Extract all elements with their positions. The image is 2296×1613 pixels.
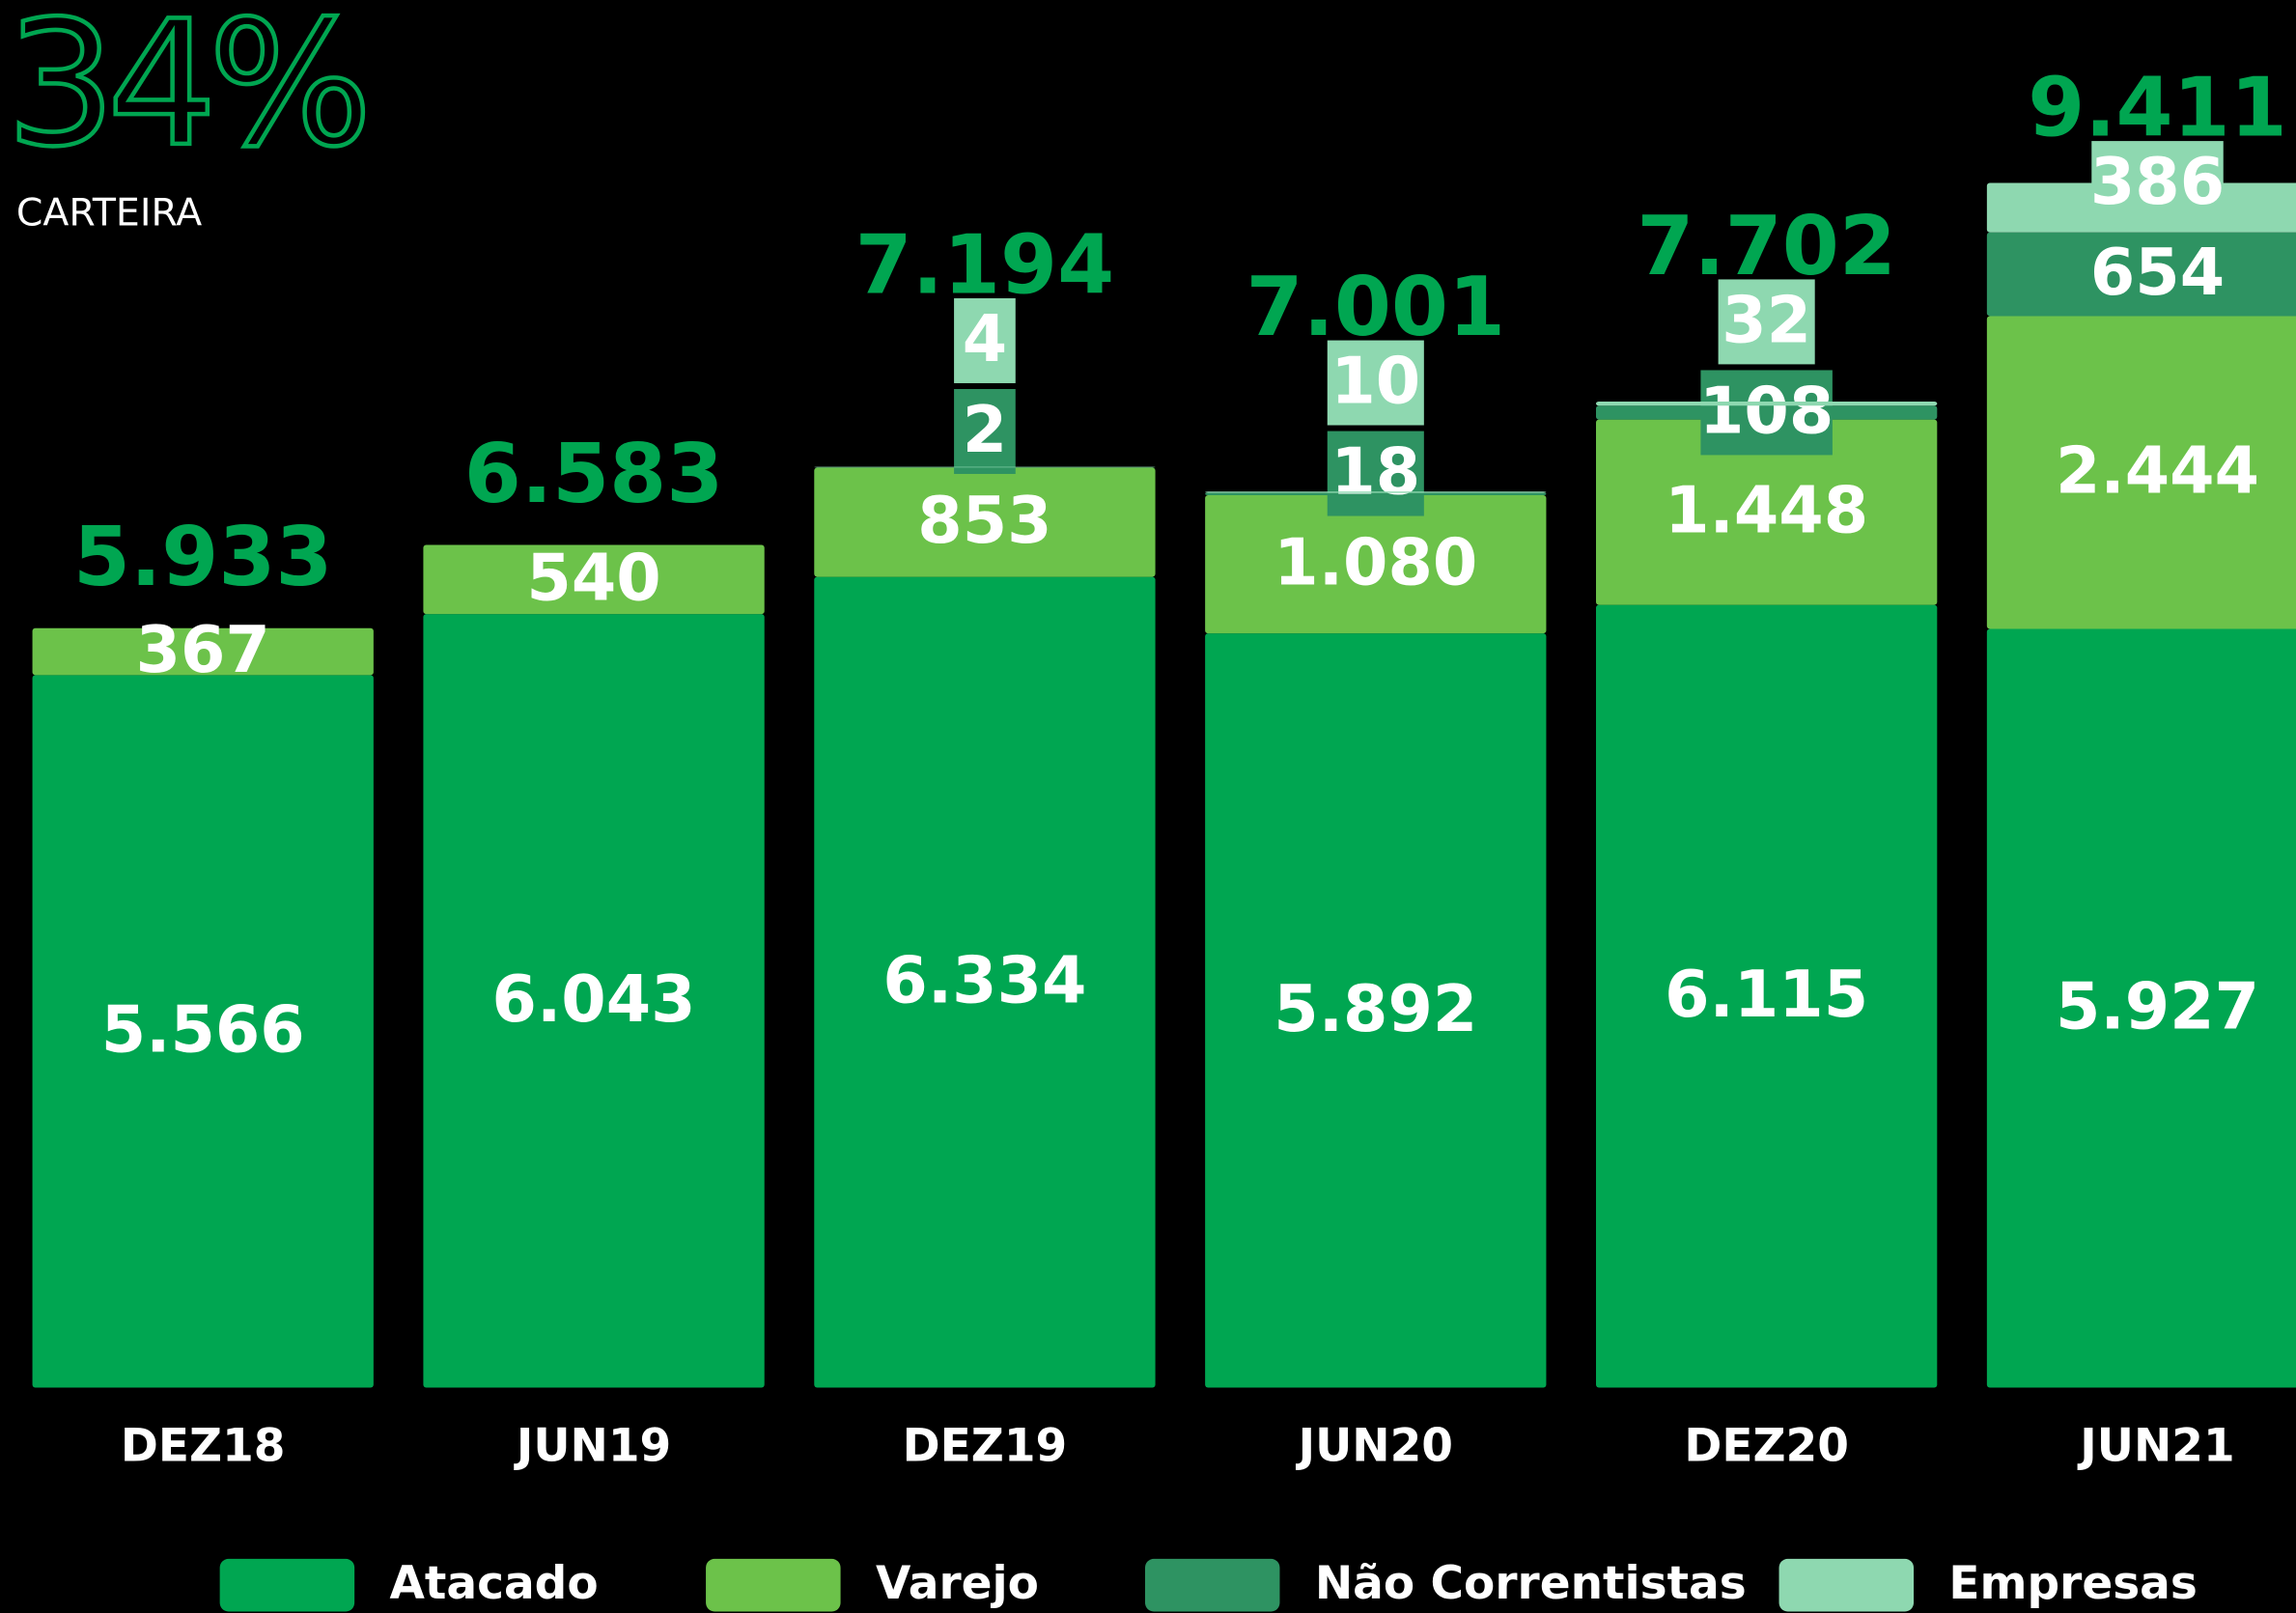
bar-segment	[423, 614, 765, 1388]
label-box	[1718, 279, 1815, 365]
bar-segment	[1986, 316, 2296, 629]
legend-label: Atacado	[390, 1557, 599, 1610]
legend-label: Varejo	[876, 1557, 1039, 1610]
value-label: 5.892	[1274, 971, 1477, 1046]
x-tick-label: JUN19	[514, 1420, 671, 1473]
value-label: 6.115	[1665, 957, 1868, 1032]
bar-segment	[1595, 604, 1938, 1388]
bar-segment	[1986, 628, 2296, 1388]
bar-segment	[1205, 491, 1547, 493]
bar-segment	[814, 466, 1156, 468]
value-label: 540	[526, 540, 660, 615]
value-label: 10	[1330, 344, 1420, 419]
bar-segment	[1595, 419, 1938, 605]
value-label: 367	[136, 612, 270, 687]
value-label: 18	[1330, 434, 1420, 510]
total-label: 7.001	[1246, 260, 1506, 355]
bar-segment	[423, 544, 765, 615]
legend-swatch	[1144, 1558, 1280, 1612]
legend-label: Empresas	[1948, 1557, 2197, 1610]
value-label: 2	[963, 392, 1007, 467]
x-tick-label: JUN20	[1296, 1420, 1453, 1473]
label-box	[954, 298, 1016, 383]
value-label: 4	[963, 301, 1007, 376]
label-box	[1327, 431, 1424, 516]
bar-segment	[814, 467, 1156, 577]
legend-label: Não Correntistas	[1315, 1557, 1747, 1610]
value-label: 108	[1699, 374, 1834, 449]
bar-segment	[1986, 232, 2296, 317]
label-box	[954, 389, 1016, 474]
label-box	[2091, 141, 2224, 227]
value-label: 5.927	[2056, 969, 2259, 1044]
value-label: 5.566	[101, 992, 305, 1068]
value-label: 654	[2090, 235, 2225, 310]
value-label: 32	[1722, 283, 1811, 358]
total-label: 7.702	[1637, 199, 1896, 294]
value-label: 2.444	[2056, 433, 2259, 509]
legend-swatch	[219, 1558, 355, 1612]
x-tick-label: JUN21	[2077, 1420, 2234, 1473]
value-label: 853	[917, 483, 1051, 558]
label-box	[1700, 370, 1833, 456]
value-label: 1.080	[1274, 525, 1477, 600]
bar-segment	[814, 576, 1156, 1388]
value-label: 1.448	[1665, 473, 1868, 548]
headline-label: CARTEIRA	[16, 190, 202, 235]
value-label: 386	[2090, 144, 2225, 219]
value-label: 6.043	[492, 961, 696, 1037]
bar-segment	[1595, 402, 1938, 406]
value-label: 6.334	[882, 943, 1086, 1018]
x-tick-label: DEZ18	[121, 1420, 286, 1473]
headline: 34%	[6, 0, 363, 185]
total-label: 6.583	[464, 427, 724, 522]
legend-swatch	[1778, 1558, 1915, 1612]
x-tick-label: DEZ20	[1684, 1420, 1849, 1473]
bar-segment	[32, 675, 374, 1388]
bar-segment	[1205, 494, 1547, 634]
legend-swatch	[706, 1558, 841, 1612]
total-label: 7.194	[855, 218, 1115, 314]
bar-segment	[32, 627, 374, 676]
label-box	[1327, 340, 1424, 426]
total-label: 9.411	[2028, 61, 2287, 156]
bar-segment	[1205, 633, 1547, 1388]
x-tick-label: DEZ19	[903, 1420, 1068, 1473]
total-label: 5.933	[73, 510, 333, 605]
